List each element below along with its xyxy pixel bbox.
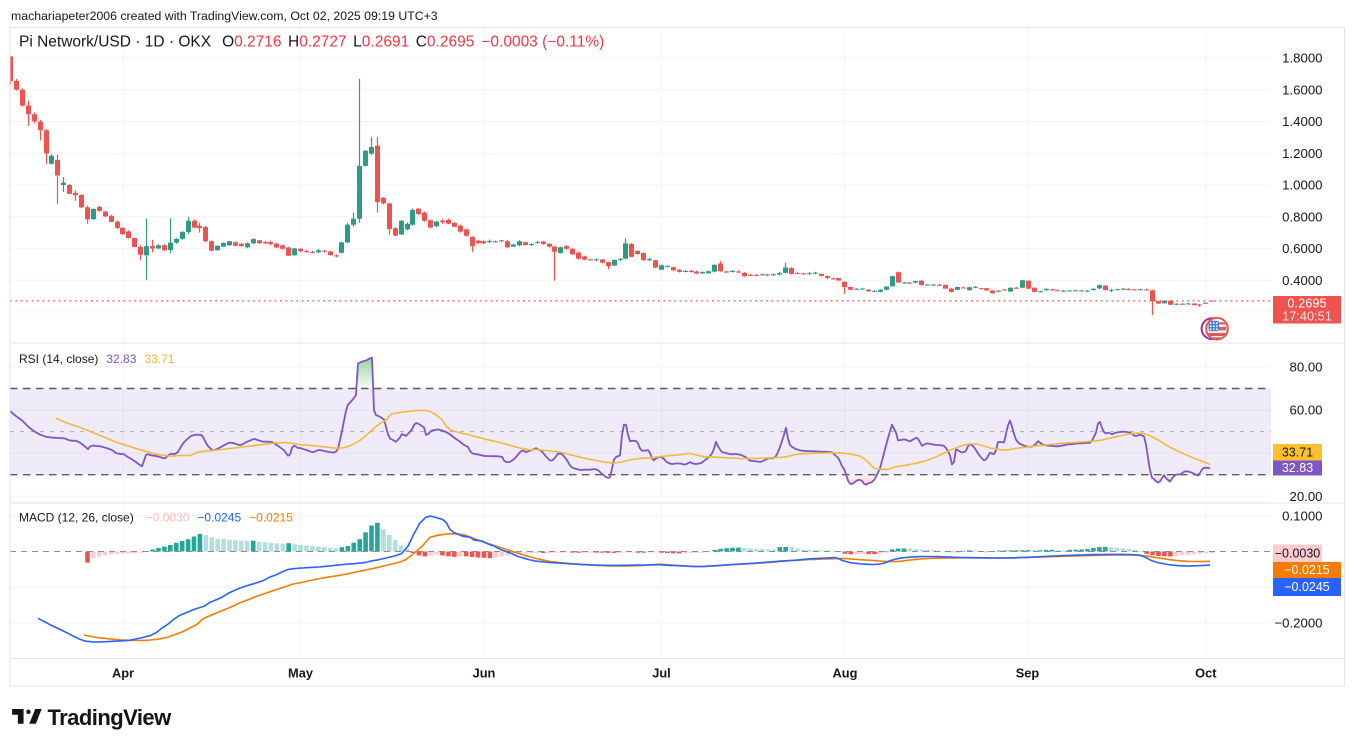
svg-text:−0.0215: −0.0215 (1284, 563, 1330, 577)
svg-text:−0.0245: −0.0245 (1284, 580, 1330, 594)
svg-text:20.00: 20.00 (1289, 489, 1322, 504)
svg-text:32.83: 32.83 (1282, 461, 1313, 475)
svg-text:TradingView: TradingView (48, 705, 173, 730)
svg-text:machariapeter2006 created with: machariapeter2006 created with TradingVi… (11, 9, 438, 23)
svg-text:Aug: Aug (833, 666, 858, 681)
svg-text:33.71: 33.71 (1282, 445, 1313, 459)
svg-text:May: May (288, 666, 314, 681)
svg-text:17:40:51: 17:40:51 (1282, 309, 1332, 324)
svg-text:0.4000: 0.4000 (1282, 273, 1322, 288)
svg-text:Jul: Jul (652, 666, 671, 681)
svg-text:0.2695: 0.2695 (1287, 296, 1326, 311)
svg-text:Apr: Apr (112, 666, 134, 681)
svg-text:−0.0030: −0.0030 (1275, 547, 1321, 561)
svg-text:MACD (12, 26, close)−0.0030−0.: MACD (12, 26, close) −0.0030 −0.0245 −0.021… (19, 511, 293, 525)
svg-text:0.8000: 0.8000 (1282, 209, 1322, 224)
svg-text:1.2000: 1.2000 (1282, 146, 1322, 161)
svg-text:1.4000: 1.4000 (1282, 114, 1322, 129)
svg-text:Oct: Oct (1195, 666, 1217, 681)
svg-text:80.00: 80.00 (1289, 360, 1322, 375)
svg-text:1.6000: 1.6000 (1282, 82, 1322, 97)
svg-text:0.6000: 0.6000 (1282, 241, 1322, 256)
svg-text:60.00: 60.00 (1289, 403, 1322, 418)
svg-text:Jun: Jun (473, 666, 496, 681)
svg-text:−0.2000: −0.2000 (1274, 616, 1322, 631)
svg-text:0.1000: 0.1000 (1282, 508, 1322, 523)
svg-text:1.0000: 1.0000 (1282, 178, 1322, 193)
svg-text:1.8000: 1.8000 (1282, 51, 1322, 66)
svg-text:Sep: Sep (1016, 666, 1040, 681)
